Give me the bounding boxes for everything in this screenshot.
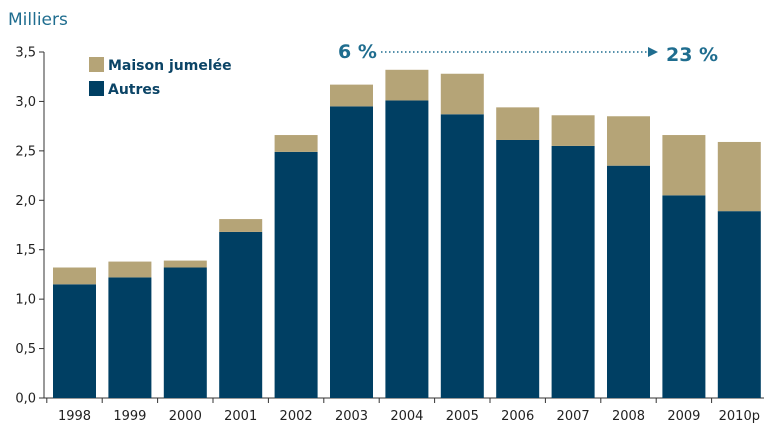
y-tick-label: 1,5 xyxy=(15,243,36,258)
bar-segment-autres xyxy=(385,100,429,398)
y-tick-label: 2,5 xyxy=(15,144,36,159)
annotation-start-text: 6 % xyxy=(338,41,377,63)
bar-segment-autres xyxy=(108,277,152,398)
bar-segment-autres xyxy=(607,165,650,398)
annotation-arrowhead-icon xyxy=(648,47,658,57)
bar-segment-maison-jumelee xyxy=(496,107,540,140)
x-tick-label: 2004 xyxy=(390,409,423,424)
bars xyxy=(53,69,761,399)
y-tick-label: 2,0 xyxy=(15,194,36,209)
bar-segment-maison-jumelee xyxy=(607,116,650,166)
legend-label-autres: Autres xyxy=(108,82,160,98)
bar-segment-maison-jumelee xyxy=(108,261,152,278)
bar-segment-autres xyxy=(330,106,373,398)
x-tick-label: 2008 xyxy=(612,409,645,424)
bar-segment-autres xyxy=(163,267,207,398)
legend-swatch-maison-jumelee xyxy=(89,57,104,72)
bar-segment-maison-jumelee xyxy=(219,219,263,232)
x-tick-label: 2003 xyxy=(335,409,368,424)
y-tick-label: 3,0 xyxy=(15,95,36,110)
y-tick-label: 1,0 xyxy=(15,293,36,308)
bar-segment-maison-jumelee xyxy=(440,73,484,115)
y-tick-label: 0,0 xyxy=(15,392,36,407)
bar-segment-autres xyxy=(440,114,484,398)
bar-segment-autres xyxy=(662,195,706,398)
bar-segment-autres xyxy=(219,231,263,398)
x-tick-label: 1998 xyxy=(58,409,91,424)
x-axis: 1998 1999 2000 2001 2002 2003 2004 2005 2006 2007… xyxy=(44,397,764,424)
bar-segment-maison-jumelee xyxy=(717,141,761,212)
bar-segment-autres xyxy=(717,211,761,398)
x-tick-label: 2007 xyxy=(557,409,590,424)
bar-segment-maison-jumelee xyxy=(385,69,429,101)
x-tick-label: 2006 xyxy=(501,409,534,424)
bar-segment-maison-jumelee xyxy=(330,84,373,107)
y-tick-label: 3,5 xyxy=(15,46,36,61)
bar-segment-maison-jumelee xyxy=(53,267,96,285)
share-annotation: 6 % 23 % xyxy=(338,41,718,66)
y-tick-label: 0,5 xyxy=(15,342,36,357)
bar-segment-autres xyxy=(53,284,96,398)
y-axis: 0,0 0,5 1,0 1,5 2,0 2,5 3,0 3,5 xyxy=(15,46,45,407)
bar-segment-maison-jumelee xyxy=(662,135,706,196)
x-tick-label: 2009 xyxy=(667,409,700,424)
legend-swatch-autres xyxy=(89,81,104,96)
legend-label-maison-jumelee: Maison jumelée xyxy=(108,58,232,74)
x-tick-label: 2002 xyxy=(280,409,313,424)
y-unit-label: Milliers xyxy=(8,10,68,30)
x-tick-label: 2001 xyxy=(224,409,257,424)
x-tick-label: 2000 xyxy=(169,409,202,424)
bar-segment-maison-jumelee xyxy=(274,135,318,152)
bar-segment-autres xyxy=(496,139,540,399)
x-tick-label: 1999 xyxy=(113,409,146,424)
bar-segment-maison-jumelee xyxy=(163,260,207,268)
bar-segment-autres xyxy=(551,145,595,398)
x-tick-label: 2010p xyxy=(719,409,760,424)
legend: Maison jumelée Autres xyxy=(89,57,232,98)
bar-segment-autres xyxy=(274,151,318,398)
bar-segment-maison-jumelee xyxy=(551,115,595,146)
annotation-end-text: 23 % xyxy=(666,44,718,66)
x-tick-label: 2005 xyxy=(446,409,479,424)
